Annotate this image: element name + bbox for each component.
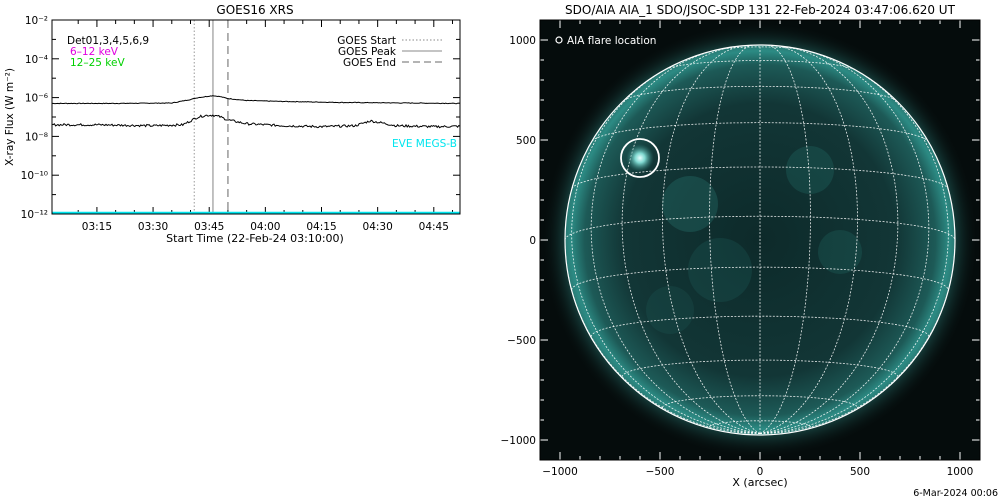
aia-y-tick-label: −1000	[500, 435, 536, 447]
active-region	[786, 146, 834, 194]
flare-legend-marker-icon	[555, 36, 563, 44]
aia-title: SDO/AIA AIA_1 SDO/JSOC-SDP 131 22-Feb-20…	[565, 3, 956, 17]
xrs-channel-label-12-25: 12–25 keV	[70, 57, 125, 69]
xrs-x-axis-label: Start Time (22-Feb-24 03:10:00)	[166, 232, 344, 245]
heliographic-grid	[565, 45, 955, 434]
aia-x-axis-label: X (arcsec)	[732, 476, 787, 489]
xrs-y-tick-label: 10⁻⁴	[25, 54, 48, 66]
xrs-series-long	[52, 95, 461, 105]
grid-latitude-line	[709, 420, 811, 428]
grid-longitude-line	[571, 64, 761, 434]
xrs-x-tick-label: 03:30	[138, 221, 168, 233]
xrs-det-label: Det01,3,4,5,6,9	[67, 35, 149, 47]
grid-longitude-line	[759, 45, 811, 434]
xrs-panel: GOES16 XRS 10⁻¹² 10⁻¹⁰ 10⁻⁸ 10⁻⁶ 10⁻⁴ 10⁻² 03:…	[4, 3, 461, 245]
xrs-channel-label-6-12: 6–12 keV	[70, 46, 119, 58]
xrs-plot-area: 10⁻¹² 10⁻¹⁰ 10⁻⁸ 10⁻⁶ 10⁻⁴ 10⁻² 03:15 03:30 03:4…	[21, 15, 461, 233]
aia-y-tick-label: 1000	[509, 35, 536, 47]
solar-limb	[564, 44, 956, 436]
grid-longitude-line	[759, 49, 930, 434]
xrs-plot-frame	[51, 19, 461, 215]
aia-legend: AIA flare location	[555, 35, 656, 47]
grid-longitude-line	[621, 46, 761, 434]
xrs-y-axis-label: X-ray Flux (W m⁻²)	[4, 68, 16, 166]
xrs-x-tick-label: 03:15	[82, 221, 112, 233]
grid-latitude-line	[591, 122, 929, 142]
grid-longitude-line	[590, 49, 761, 434]
xrs-y-tick-label: 10⁻²	[25, 15, 48, 27]
legend-entry-goes-peak: GOES Peak	[338, 46, 397, 58]
legend-entry-goes-end: GOES End	[343, 57, 396, 69]
aia-y-tick-label: 0	[529, 235, 536, 247]
aia-x-tick-label: 0	[757, 466, 764, 478]
legend-entry-goes-start: GOES Start	[337, 35, 396, 47]
aia-x-tick-label: 500	[850, 466, 870, 478]
aia-panel: SDO/AIA AIA_1 SDO/JSOC-SDP 131 22-Feb-20…	[500, 3, 981, 489]
xrs-x-tick-label: 04:00	[250, 221, 280, 233]
flare-brightening	[626, 144, 654, 172]
xrs-y-tick-label: 10⁻¹²	[21, 209, 48, 221]
aia-x-tick-label: 1000	[947, 466, 974, 478]
grid-latitude-line	[571, 166, 949, 189]
aia-x-tick-label: −500	[646, 466, 675, 478]
xrs-x-tick-label: 04:15	[306, 221, 336, 233]
aia-y-tick-label: 500	[516, 135, 536, 147]
aia-image-area: −1000 −1000 −500 −500 0 0 500 500 1000 1000	[500, 20, 980, 478]
aia-x-tick-label: −1000	[542, 466, 578, 478]
xrs-y-tick-label: 10⁻¹⁰	[21, 170, 48, 182]
xrs-x-tick-label: 03:45	[194, 221, 224, 233]
grid-latitude-line	[621, 359, 899, 377]
active-region	[818, 230, 862, 274]
footer-timestamp: 6-Mar-2024 00:06	[913, 488, 998, 499]
active-region	[662, 176, 718, 232]
xrs-x-tick-label: 04:30	[363, 221, 393, 233]
active-region	[688, 238, 752, 302]
flare-location-marker	[620, 138, 660, 178]
grid-longitude-line	[759, 46, 899, 434]
xrs-title: GOES16 XRS	[216, 3, 293, 17]
aia-plot-frame	[539, 19, 981, 461]
grid-longitude-line	[759, 64, 949, 434]
xrs-legend: GOES Start GOES Peak GOES End	[337, 35, 442, 69]
xrs-instrument-label: EVE MEGS-B	[392, 138, 457, 150]
xrs-y-tick-label: 10⁻⁸	[25, 131, 48, 143]
xrs-y-tick-label: 10⁻⁶	[25, 93, 48, 105]
aia-y-tick-label: −500	[507, 335, 536, 347]
xrs-series-short	[51, 114, 461, 129]
active-region	[646, 286, 694, 334]
grid-longitude-line	[709, 45, 761, 434]
aia-legend-label: AIA flare location	[567, 35, 656, 47]
xrs-x-tick-label: 04:45	[419, 221, 449, 233]
